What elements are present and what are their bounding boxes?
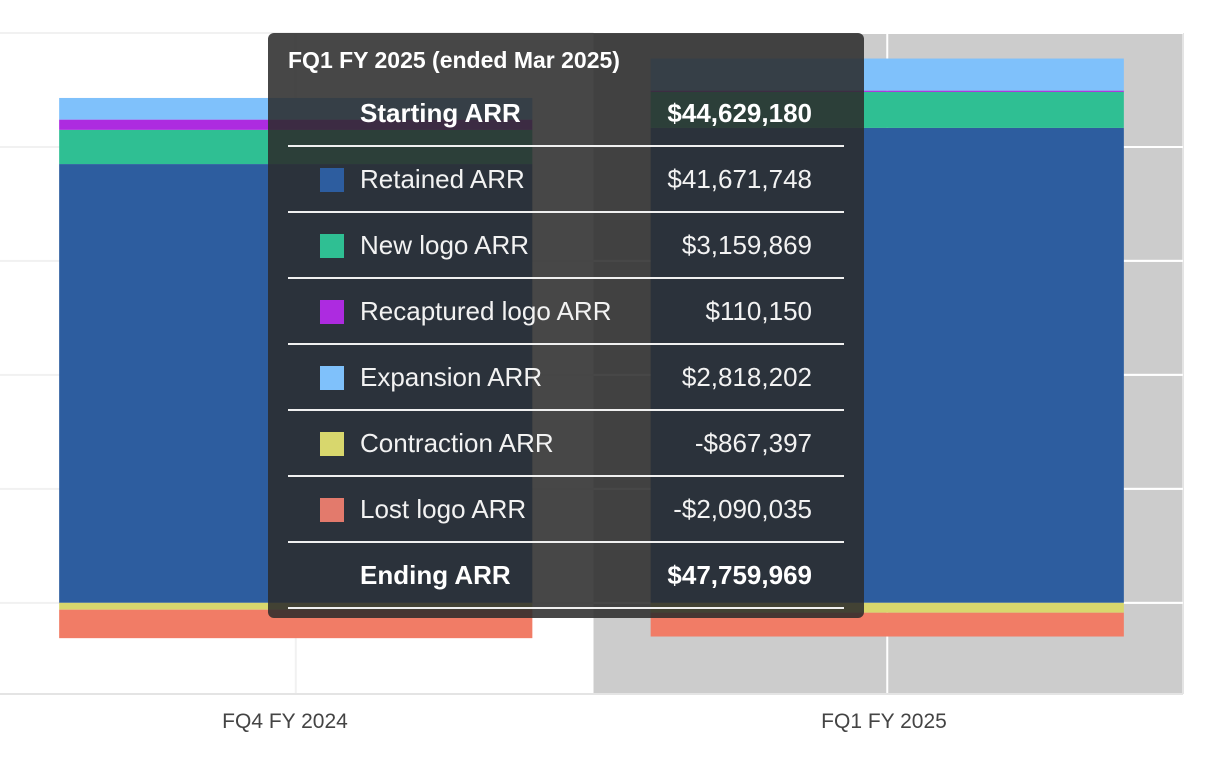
tooltip-divider xyxy=(288,277,844,279)
tooltip-row-recaptured-logo: Recaptured logo ARR $110,150 xyxy=(288,279,844,345)
tooltip-row-label: New logo ARR xyxy=(360,230,530,260)
tooltip-divider xyxy=(288,541,844,543)
tooltip-row-label: Lost logo ARR xyxy=(360,494,527,524)
tooltip-divider xyxy=(288,343,844,345)
tooltip-row-ending: Ending ARR $47,759,969 xyxy=(288,543,844,609)
tooltip-row-label: Expansion ARR xyxy=(360,362,543,392)
tooltip-row-label: Ending ARR xyxy=(360,560,511,590)
tooltip-row-starting: Starting ARR $44,629,180 xyxy=(288,81,844,147)
hover-tooltip: FQ1 FY 2025 (ended Mar 2025) Starting AR… xyxy=(268,33,864,618)
bar-segment-contraction-arr[interactable] xyxy=(650,602,1124,613)
tooltip-divider xyxy=(288,211,844,213)
tooltip-row-value: $3,159,869 xyxy=(681,230,812,260)
tooltip-row-value: $110,150 xyxy=(705,296,812,326)
tooltip-title: FQ1 FY 2025 (ended Mar 2025) xyxy=(288,47,620,73)
tooltip-row-value: $41,671,748 xyxy=(667,164,812,194)
tooltip-row-new-logo: New logo ARR $3,159,869 xyxy=(288,213,844,279)
tooltip-row-value: -$867,397 xyxy=(694,428,812,458)
legend-swatch xyxy=(320,498,344,522)
tooltip-row-label: Starting ARR xyxy=(360,98,521,128)
legend-swatch xyxy=(320,234,344,258)
x-tick-label: FQ4 FY 2024 xyxy=(222,710,348,733)
legend-swatch xyxy=(320,366,344,390)
x-tick-label: FQ1 FY 2025 xyxy=(821,710,947,733)
legend-swatch xyxy=(320,168,344,192)
tooltip-divider xyxy=(288,409,844,411)
legend-swatch xyxy=(320,432,344,456)
tooltip-row-contraction: Contraction ARR -$867,397 xyxy=(288,411,844,477)
tooltip-row-label: Contraction ARR xyxy=(360,428,554,458)
tooltip-divider xyxy=(288,607,844,609)
tooltip-row-value: $44,629,180 xyxy=(667,98,812,128)
tooltip-row-value: $2,818,202 xyxy=(681,362,812,392)
tooltip-row-value: -$2,090,035 xyxy=(673,494,812,524)
bar-segment-lost-logo-arr[interactable] xyxy=(650,612,1124,637)
tooltip-row-label: Recaptured logo ARR xyxy=(360,296,612,326)
bar-segment-recaptured-logo-arr[interactable] xyxy=(650,90,1124,92)
tooltip-row-expansion: Expansion ARR $2,818,202 xyxy=(288,345,844,411)
tooltip-row-retained: Retained ARR $41,671,748 xyxy=(288,147,844,213)
legend-swatch xyxy=(320,300,344,324)
tooltip-divider xyxy=(288,145,844,147)
tooltip-row-value: $47,759,969 xyxy=(667,560,812,590)
tooltip-divider xyxy=(288,475,844,477)
tooltip-row-lost-logo: Lost logo ARR -$2,090,035 xyxy=(288,477,844,543)
tooltip-row-label: Retained ARR xyxy=(360,164,525,194)
